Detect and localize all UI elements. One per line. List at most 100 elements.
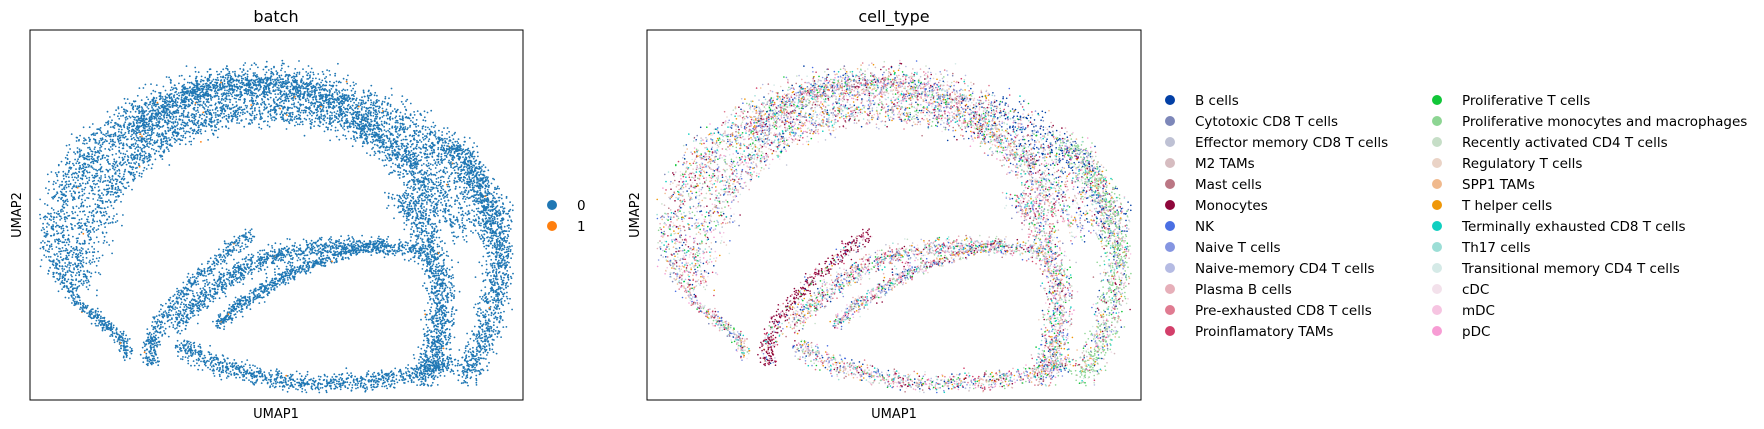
scatter-point <box>145 155 148 158</box>
scatter-point <box>133 100 136 103</box>
scatter-point <box>71 210 73 213</box>
scatter-point <box>404 113 407 115</box>
scatter-point <box>460 170 462 173</box>
scatter-point <box>174 141 176 144</box>
scatter-point <box>383 145 385 148</box>
scatter-point <box>374 91 377 94</box>
scatter-point <box>319 89 321 91</box>
scatter-point <box>303 134 306 137</box>
scatter-point <box>73 164 75 167</box>
scatter-point <box>334 72 337 75</box>
scatter-point <box>243 92 246 95</box>
scatter-point <box>183 78 186 81</box>
scatter-point <box>114 132 117 134</box>
scatter-point <box>159 94 162 96</box>
scatter-point <box>84 182 87 185</box>
scatter-point <box>91 251 94 254</box>
scatter-point <box>74 181 77 184</box>
scatter-point <box>385 142 387 144</box>
scatter-point <box>143 127 146 130</box>
scatter-point <box>444 211 447 214</box>
scatter-point <box>481 235 484 238</box>
scatter-point <box>291 79 294 82</box>
scatter-point <box>336 121 339 124</box>
scatter-point <box>150 92 153 95</box>
scatter-point <box>466 193 469 196</box>
scatter-point <box>440 156 443 158</box>
scatter-point <box>96 210 99 213</box>
scatter-point <box>64 156 67 159</box>
scatter-point <box>318 116 320 119</box>
scatter-point <box>438 152 440 155</box>
scatter-point <box>458 202 461 204</box>
scatter-point <box>455 185 457 188</box>
scatter-point <box>372 112 375 114</box>
scatter-point <box>343 112 346 115</box>
scatter-point <box>52 224 54 226</box>
scatter-point <box>142 87 145 89</box>
scatter-point <box>164 131 167 133</box>
scatter-point <box>112 125 114 128</box>
scatter-point <box>88 138 91 141</box>
scatter-point <box>334 74 336 77</box>
scatter-point <box>239 82 242 84</box>
scatter-point <box>443 180 445 183</box>
scatter-point <box>355 97 358 100</box>
scatter-point <box>39 247 42 250</box>
scatter-point <box>244 104 247 107</box>
scatter-point <box>409 113 412 116</box>
scatter-point <box>266 94 269 97</box>
scatter-point <box>310 104 313 106</box>
scatter-point <box>404 127 407 130</box>
scatter-point <box>62 170 65 173</box>
scatter-point <box>279 93 282 95</box>
scatter-point <box>86 269 89 272</box>
scatter-point <box>361 106 363 108</box>
scatter-point <box>123 97 126 100</box>
scatter-point <box>84 163 86 166</box>
scatter-point <box>340 124 343 127</box>
scatter-point <box>45 234 47 237</box>
scatter-point <box>229 89 232 91</box>
scatter-point <box>240 77 243 80</box>
scatter-point <box>58 250 60 253</box>
scatter-point <box>493 196 495 199</box>
scatter-point <box>319 107 322 110</box>
scatter-point <box>54 225 57 228</box>
scatter-point <box>169 82 172 84</box>
scatter-point <box>444 154 446 157</box>
scatter-point <box>79 166 82 169</box>
scatter-point <box>190 143 193 146</box>
scatter-point <box>169 127 172 130</box>
scatter-point <box>345 78 348 81</box>
scatter-point <box>330 122 333 124</box>
scatter-point <box>266 124 269 127</box>
scatter-point <box>62 241 64 244</box>
scatter-point <box>224 97 227 100</box>
scatter-point <box>199 130 202 133</box>
scatter-point <box>412 116 414 119</box>
scatter-point <box>140 175 143 178</box>
scatter-point <box>466 205 468 207</box>
scatter-point <box>238 122 241 124</box>
scatter-point <box>76 256 79 259</box>
scatter-point <box>424 126 427 128</box>
scatter-point <box>322 102 325 105</box>
scatter-point <box>436 154 439 157</box>
scatter-point <box>367 99 370 102</box>
scatter-point <box>182 116 185 118</box>
scatter-point <box>116 189 119 191</box>
scatter-point <box>251 112 254 115</box>
scatter-point <box>243 108 246 111</box>
scatter-point <box>101 143 104 146</box>
scatter-point <box>443 166 446 169</box>
scatter-point <box>83 192 86 195</box>
scatter-point <box>425 147 427 150</box>
scatter-point <box>101 138 104 141</box>
scatter-point <box>125 163 128 166</box>
scatter-point <box>409 195 412 197</box>
scatter-point <box>122 162 125 165</box>
scatter-point <box>470 221 473 224</box>
scatter-point <box>465 186 468 189</box>
scatter-point <box>234 75 237 78</box>
